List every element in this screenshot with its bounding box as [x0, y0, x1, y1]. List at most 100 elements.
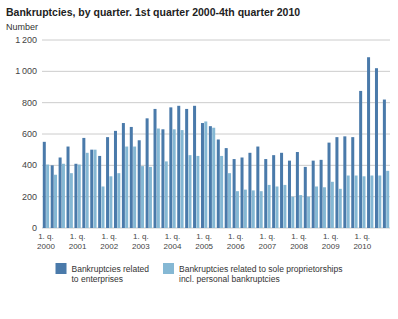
bar: [74, 164, 77, 228]
bar: [146, 118, 149, 228]
bar: [193, 106, 196, 228]
bar: [78, 165, 81, 228]
grid-line: [42, 134, 390, 135]
y-label: Number: [6, 22, 38, 32]
y-tick-label: 200: [22, 192, 37, 202]
bar: [343, 136, 346, 228]
y-tick-label: 800: [22, 98, 37, 108]
bar: [59, 158, 62, 229]
x-tick-label: 1. q.2003: [132, 232, 150, 251]
bar: [86, 153, 89, 228]
bar: [367, 57, 370, 228]
bar: [125, 147, 128, 228]
bar: [133, 147, 136, 228]
bar: [260, 191, 263, 228]
bar: [386, 171, 389, 228]
bar: [43, 142, 46, 228]
bar: [122, 123, 125, 228]
bar: [62, 164, 65, 228]
bar: [181, 130, 184, 228]
chart: Bankruptcies, by quarter. 1st quarter 20…: [0, 0, 398, 319]
bar: [204, 121, 207, 228]
bar: [225, 148, 228, 228]
bar: [217, 139, 220, 228]
bar: [141, 166, 144, 228]
bar: [236, 191, 239, 228]
bar: [90, 150, 93, 228]
legend-label: Bankruptcies related to sole proprietors…: [179, 264, 342, 284]
y-tick-label: 600: [22, 129, 37, 139]
bar: [98, 156, 101, 228]
x-tick-label: 1. q.2009: [322, 232, 340, 251]
bar: [106, 137, 109, 228]
bar: [351, 137, 354, 228]
bar: [228, 173, 231, 228]
bar: [362, 176, 365, 228]
bar: [54, 175, 57, 228]
bar: [117, 173, 120, 228]
legend-swatch: [56, 263, 67, 274]
bar: [283, 185, 286, 228]
bar: [375, 68, 378, 228]
bar: [248, 153, 251, 228]
x-tick-label: 1. q.2010: [353, 232, 371, 251]
x-tick-label: 1. q.2005: [195, 232, 213, 251]
bar: [157, 129, 160, 228]
bar: [220, 156, 223, 228]
bar: [272, 155, 275, 228]
bar: [275, 186, 278, 228]
bar: [177, 106, 180, 228]
bar: [256, 147, 259, 228]
bar: [70, 173, 73, 228]
bar: [288, 161, 291, 228]
bars: [43, 57, 389, 228]
bar: [280, 153, 283, 228]
bar: [355, 176, 358, 228]
y-tick-label: 1 000: [15, 66, 37, 76]
bar: [383, 100, 386, 228]
bar: [370, 176, 373, 228]
x-tick-label: 1. q.2008: [290, 232, 308, 251]
bar: [154, 109, 157, 228]
bar: [149, 167, 152, 228]
bar: [201, 123, 204, 228]
bar: [46, 165, 49, 228]
bar: [304, 167, 307, 228]
bar: [109, 176, 112, 228]
bar: [378, 176, 381, 228]
bar: [173, 129, 176, 228]
bar: [165, 161, 168, 228]
y-tick-label: 0: [32, 223, 37, 233]
bar: [169, 107, 172, 228]
grid-line: [42, 40, 390, 41]
bar: [359, 91, 362, 228]
x-tick-label: 1. q.2000: [37, 232, 55, 251]
legend: Bankruptcies relatedto enterprises Bankru…: [56, 263, 343, 284]
title: Bankruptcies, by quarter. 1st quarter 20…: [6, 6, 300, 18]
bar: [320, 160, 323, 228]
x-tick-label: 1. q.2007: [259, 232, 277, 251]
bar: [244, 190, 247, 228]
bar: [51, 165, 54, 228]
legend-swatch: [163, 263, 174, 274]
bar: [307, 197, 310, 228]
bar: [94, 150, 97, 228]
bar: [299, 195, 302, 228]
bar: [323, 187, 326, 228]
bar: [312, 161, 315, 228]
bar: [291, 197, 294, 228]
legend-label: Bankruptcies relatedto enterprises: [72, 264, 150, 284]
bar: [161, 129, 164, 228]
x-tick-label: 1. q.2006: [227, 232, 245, 251]
bar: [328, 143, 331, 228]
bar: [114, 131, 117, 228]
grid-line: [42, 71, 390, 72]
bar: [209, 126, 212, 228]
bar: [331, 182, 334, 228]
bar: [233, 159, 236, 228]
bar: [241, 158, 244, 229]
bar: [339, 189, 342, 228]
bar: [101, 186, 104, 228]
bar: [82, 138, 85, 228]
x-tick-label: 1. q.2004: [164, 232, 182, 251]
